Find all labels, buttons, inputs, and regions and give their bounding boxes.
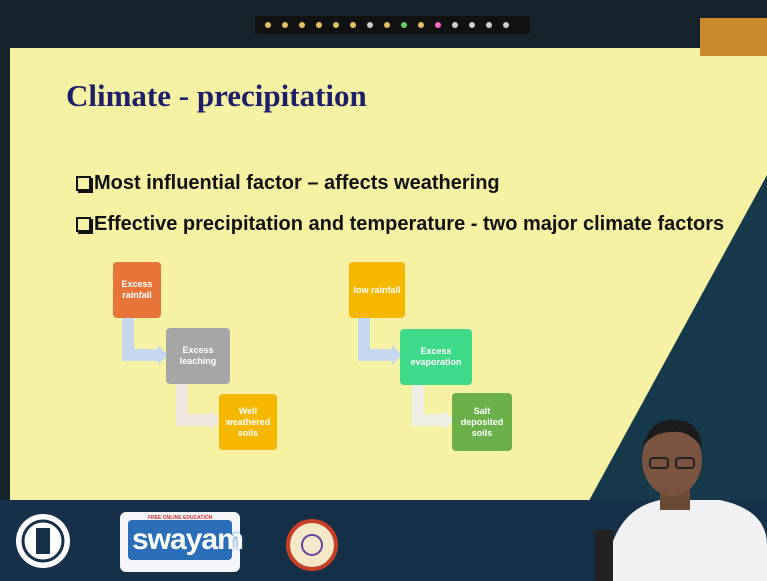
bullet-text: Most influential factor – affects weathe… [94, 172, 500, 195]
iit-logo [16, 514, 70, 568]
bullet: Effective precipitation and temperature … [76, 213, 724, 236]
page: {"slide": { "title": "Climate - precipit… [0, 0, 767, 581]
bullet-marker [76, 176, 91, 191]
flow-node: Excess evaporation [400, 329, 472, 385]
slide-title: Climate - precipitation [66, 78, 367, 114]
flow-node: Well weathered soils [219, 394, 277, 450]
flow-node: low rainfall [349, 262, 405, 318]
logo-tagline: FREE ONLINE EDUCATION [148, 515, 212, 521]
flow-node: Excess leaching [166, 328, 230, 384]
bullet-text: Effective precipitation and temperature … [94, 213, 724, 236]
flow-node: Excess rainfall [113, 262, 161, 318]
orange-strip [700, 18, 767, 56]
toolbar-icons [265, 22, 509, 28]
bullet: Most influential factor – affects weathe… [76, 172, 500, 195]
bullet-marker [76, 217, 91, 232]
logo-text: swayam [132, 523, 243, 557]
nptel-logo [288, 521, 336, 569]
flow-node: Salt deposited soils [452, 393, 512, 451]
